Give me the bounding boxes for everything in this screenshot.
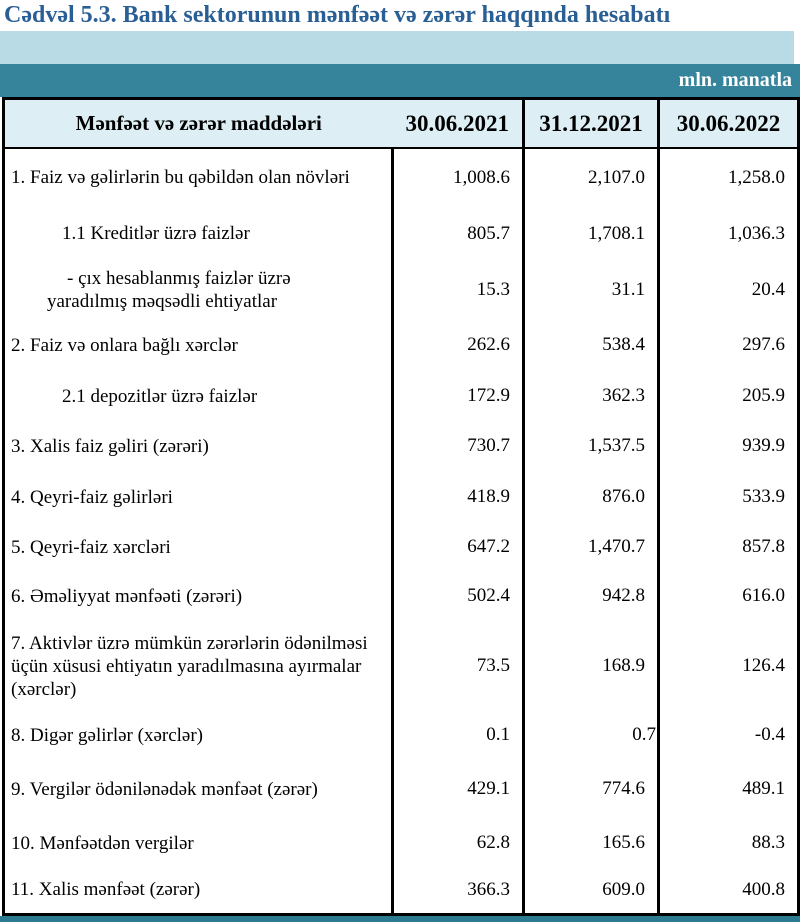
row-label: 6. Əməliyyat mənfəəti (zərəri) bbox=[3, 571, 394, 621]
value-cell: 774.6 bbox=[523, 759, 660, 819]
value-cell: 647.2 bbox=[392, 523, 525, 571]
column-header-date-1: 30.06.2021 bbox=[392, 98, 525, 149]
value-cell: 2,107.0 bbox=[523, 148, 660, 206]
value-cell: 172.9 bbox=[392, 371, 525, 421]
page-title: Cədvəl 5.3. Bank sektorunun mənfəət və z… bbox=[4, 2, 671, 28]
value-cell: 88.3 bbox=[751, 832, 785, 853]
row-label: 1.1 Kreditlər üzrə faizlər bbox=[3, 206, 394, 261]
value-cell: 533.9 bbox=[742, 486, 785, 507]
value-cell: 15.3 bbox=[392, 261, 525, 319]
value-cell: 31.1 bbox=[523, 261, 660, 319]
row-label: 1. Faiz və gəlirlərin bu qəbildən olan n… bbox=[3, 148, 394, 206]
value-cell: 262.6 bbox=[392, 319, 525, 371]
decorative-light-band bbox=[0, 31, 794, 64]
table-header-row: Mənfəət və zərər maddələri 30.06.2021 31… bbox=[3, 98, 799, 149]
unit-label: mln. manatla bbox=[678, 69, 792, 91]
table-row: 1. Faiz və gəlirlərin bu qəbildən olan n… bbox=[3, 148, 799, 206]
value-cell: 805.7 bbox=[392, 206, 525, 261]
unit-band: mln. manatla bbox=[0, 64, 800, 97]
value-cell: 168.9 bbox=[523, 621, 660, 711]
value-cell: 609.0 bbox=[523, 867, 660, 914]
row-label: 8. Digər gəlirlər (xərclər) bbox=[3, 711, 394, 759]
value-cell: 0.1 bbox=[392, 711, 525, 759]
table-row: - çıx hesablanmış faizlər üzrə yaradılmı… bbox=[3, 261, 799, 319]
value-cell: 502.4 bbox=[392, 571, 525, 621]
value-cell: 538.4 bbox=[523, 319, 660, 371]
value-cell: 876.0 bbox=[523, 471, 660, 523]
value-cell: 429.1 bbox=[392, 759, 525, 819]
column-header-date-3: 30.06.2022 bbox=[658, 98, 799, 149]
value-cell: 1,708.1 bbox=[523, 206, 660, 261]
value-cell: 366.3 bbox=[392, 867, 525, 914]
value-cell: 1,036.3 bbox=[728, 222, 785, 244]
row-label: 3. Xalis faiz gəliri (zərəri) bbox=[3, 421, 394, 471]
table-row: 6. Əməliyyat mənfəəti (zərəri) 502.4 942… bbox=[3, 571, 799, 621]
table-row: 11. Xalis mənfəət (zərər) 366.3 609.0 40… bbox=[3, 867, 799, 914]
value-cell: 939.9 bbox=[742, 435, 785, 456]
row-label: 5. Qeyri-faiz xərcləri bbox=[3, 523, 394, 571]
value-cell: 165.6 bbox=[523, 819, 660, 867]
value-cell: 857.8 bbox=[742, 536, 785, 557]
value-cell: 942.8 bbox=[523, 571, 660, 621]
value-cell: -0.4 bbox=[754, 724, 785, 745]
table-row: 4. Qeyri-faiz gəlirləri 418.9 876.0 533.… bbox=[3, 471, 799, 523]
table-row: 1.1 Kreditlər üzrə faizlər 805.7 1,708.1… bbox=[3, 206, 799, 261]
value-cell: 0.7 bbox=[523, 711, 660, 759]
value-cell: 362.3 bbox=[523, 371, 660, 421]
row-label: - çıx hesablanmış faizlər üzrə yaradılmı… bbox=[3, 261, 394, 319]
decorative-bottom-bar bbox=[0, 915, 800, 922]
value-cell: 1,470.7 bbox=[523, 523, 660, 571]
row-label: 9. Vergilər ödənilənədək mənfəət (zərər) bbox=[3, 759, 394, 819]
value-cell: 126.4 bbox=[742, 655, 785, 676]
row-label: 2.1 depozitlər üzrə faizlər bbox=[3, 371, 394, 421]
value-cell: 20.4 bbox=[751, 279, 785, 300]
value-cell: 1,008.6 bbox=[392, 148, 525, 206]
column-header-items: Mənfəət və zərər maddələri bbox=[3, 98, 393, 149]
table-row: 9. Vergilər ödənilənədək mənfəət (zərər)… bbox=[3, 759, 799, 819]
value-cell: 62.8 bbox=[392, 819, 525, 867]
row-label: 4. Qeyri-faiz gəlirləri bbox=[3, 471, 394, 523]
table-row: 7. Aktivlər üzrə mümkün zərərlərin ödəni… bbox=[3, 621, 799, 711]
value-cell: 1,537.5 bbox=[523, 421, 660, 471]
table-row: 10. Mənfəətdən vergilər 62.8 165.6 88.3 bbox=[3, 819, 799, 867]
value-cell: 73.5 bbox=[392, 621, 525, 711]
row-label: 2. Faiz və onlara bağlı xərclər bbox=[3, 319, 394, 371]
table-row: 3. Xalis faiz gəliri (zərəri) 730.7 1,53… bbox=[3, 421, 799, 471]
value-cell: 616.0 bbox=[742, 585, 785, 606]
value-cell: 297.6 bbox=[742, 334, 785, 355]
row-label: 11. Xalis mənfəət (zərər) bbox=[3, 867, 394, 914]
value-cell: 489.1 bbox=[742, 778, 785, 799]
value-cell: 418.9 bbox=[392, 471, 525, 523]
value-cell: 400.8 bbox=[742, 878, 785, 900]
value-cell: 205.9 bbox=[742, 385, 785, 406]
row-label: 10. Mənfəətdən vergilər bbox=[3, 819, 394, 867]
table-row: 2. Faiz və onlara bağlı xərclər 262.6 53… bbox=[3, 319, 799, 371]
value-cell: 730.7 bbox=[392, 421, 525, 471]
column-header-date-2: 31.12.2021 bbox=[523, 98, 660, 149]
value-cell: 1,258.0 bbox=[728, 166, 785, 188]
row-label: 7. Aktivlər üzrə mümkün zərərlərin ödəni… bbox=[3, 621, 394, 711]
profit-loss-table: Mənfəət və zərər maddələri 30.06.2021 31… bbox=[2, 97, 800, 916]
table-row: 8. Digər gəlirlər (xərclər) 0.1 0.7 -0.4 bbox=[3, 711, 799, 759]
table-row: 2.1 depozitlər üzrə faizlər 172.9 362.3 … bbox=[3, 371, 799, 421]
table-row: 5. Qeyri-faiz xərcləri 647.2 1,470.7 857… bbox=[3, 523, 799, 571]
